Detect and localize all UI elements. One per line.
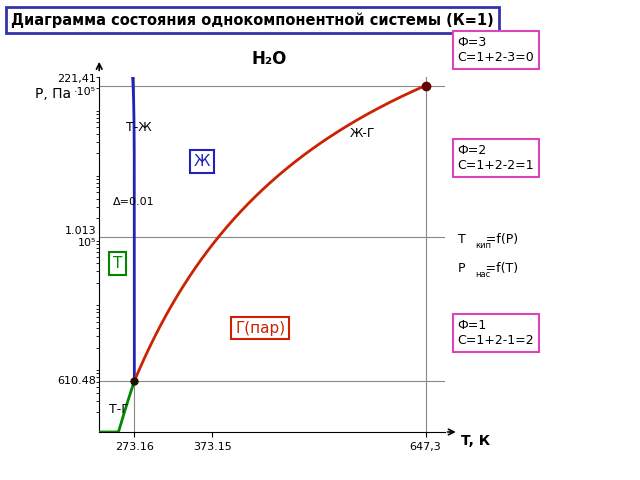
Text: Т: Т [113,256,123,271]
Text: Г(пар): Г(пар) [236,321,285,336]
Text: P, Па: P, Па [35,87,71,101]
Text: нас: нас [476,270,491,279]
Text: Ф=2
С=1+2-2=1: Ф=2 С=1+2-2=1 [458,144,534,172]
Text: Ф=1
С=1+2-1=2: Ф=1 С=1+2-1=2 [458,319,534,347]
Text: Диаграмма состояния однокомпонентной системы (К=1): Диаграмма состояния однокомпонентной сис… [12,12,494,27]
Text: Т-Ж: Т-Ж [127,121,152,134]
Text: Ф=3
С=1+2-3=0: Ф=3 С=1+2-3=0 [458,36,534,64]
Text: 610.48: 610.48 [57,376,96,386]
Text: Р     =f(T): Р =f(T) [458,262,518,275]
Text: 10⁵: 10⁵ [77,239,96,249]
Text: H₂O: H₂O [251,50,287,68]
Text: кип: кип [476,241,492,251]
Text: Δ=0.01: Δ=0.01 [113,197,154,207]
Text: Т-Г: Т-Г [109,403,129,416]
Text: Т     =f(P): Т =f(P) [458,233,518,246]
Text: 1.013: 1.013 [65,226,96,236]
Text: Ж-Г: Ж-Г [350,127,375,140]
Text: T, К: T, К [461,434,490,448]
Text: Ж: Ж [194,154,210,169]
Text: ·10⁵: ·10⁵ [74,87,96,97]
Text: 221,41: 221,41 [57,74,96,84]
